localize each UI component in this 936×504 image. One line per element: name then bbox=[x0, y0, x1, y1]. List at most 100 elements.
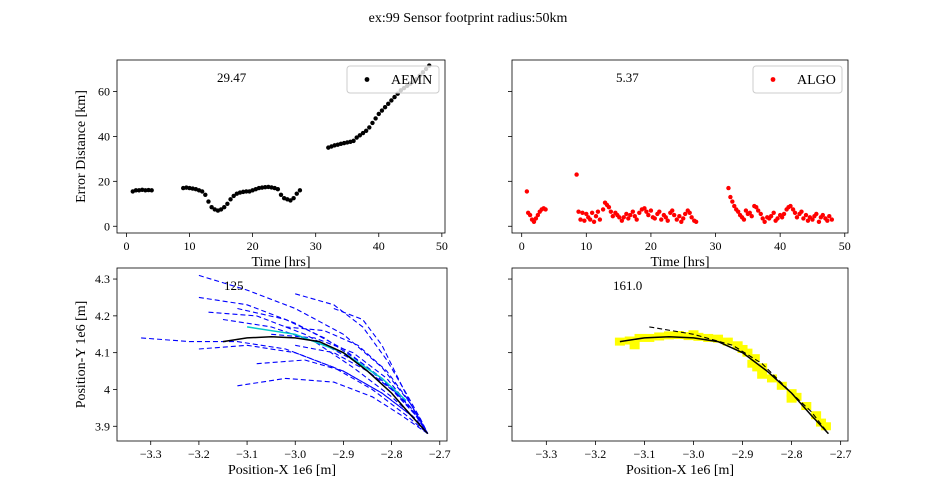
legend-label: AEMN bbox=[391, 73, 432, 88]
data-point bbox=[681, 216, 686, 221]
data-point bbox=[527, 212, 533, 218]
subplot-2: 0 10 20 30 40 50 Time [hrs] 5.37 ALGO bbox=[508, 59, 851, 270]
y-tick-label: 20 bbox=[98, 174, 110, 188]
data-point bbox=[294, 191, 299, 196]
subplot-4: −3.3 −3.2 −3.1 −3.0 −2.9 −2.8 −2.7 Position-X 1… bbox=[508, 267, 852, 478]
data-point bbox=[673, 330, 684, 339]
x-tick-label: 30 bbox=[710, 239, 722, 253]
annotation-value: 5.37 bbox=[616, 70, 639, 85]
subplot-1: 0 10 20 30 40 50 0 20 40 60 Time [hrs] Error Distan… bbox=[74, 59, 448, 270]
x-tick-label: 30 bbox=[310, 239, 322, 253]
plot-area bbox=[614, 326, 831, 435]
data-point bbox=[755, 208, 761, 213]
data-point bbox=[533, 216, 539, 221]
data-point bbox=[351, 138, 356, 144]
data-point bbox=[670, 208, 675, 213]
data-point bbox=[790, 207, 796, 212]
data-point bbox=[827, 213, 832, 219]
data-point bbox=[231, 193, 236, 199]
series-line-dashed bbox=[237, 307, 429, 434]
data-point bbox=[829, 217, 835, 222]
data-point bbox=[606, 204, 612, 210]
data-point bbox=[632, 213, 637, 219]
data-point bbox=[587, 217, 593, 222]
data-point bbox=[354, 135, 359, 140]
data-point bbox=[663, 215, 668, 220]
data-point bbox=[771, 210, 776, 215]
data-point bbox=[677, 213, 682, 219]
data-point bbox=[392, 94, 397, 100]
data-point bbox=[626, 216, 631, 221]
x-tick-label: −3.1 bbox=[236, 447, 258, 461]
data-point bbox=[687, 210, 692, 215]
y-axis-label: Position-Y 1e6 [m] bbox=[74, 301, 89, 409]
legend-label: ALGO bbox=[797, 73, 836, 88]
data-point bbox=[589, 210, 595, 215]
data-point bbox=[794, 215, 800, 220]
data-point bbox=[654, 332, 665, 341]
data-point bbox=[624, 211, 629, 217]
data-point bbox=[621, 215, 626, 220]
data-point bbox=[149, 188, 154, 193]
x-tick-label: 40 bbox=[774, 239, 786, 253]
data-point bbox=[389, 98, 394, 103]
data-point bbox=[781, 211, 787, 217]
data-point bbox=[363, 128, 369, 133]
data-point bbox=[608, 209, 614, 214]
series-line-dashed bbox=[141, 337, 429, 435]
data-point bbox=[747, 210, 752, 215]
x-tick-label: −2.9 bbox=[732, 447, 754, 461]
data-point bbox=[816, 219, 822, 224]
data-point bbox=[788, 203, 793, 209]
y-tick-label: 4.2 bbox=[95, 309, 110, 323]
subplot-3: −3.3 −3.2 −3.1 −3.0 −2.9 −2.8 −2.7 3.9 4 4.1 4.2 4.… bbox=[74, 267, 451, 478]
legend-frame bbox=[752, 65, 843, 94]
data-point bbox=[820, 422, 831, 431]
data-point bbox=[634, 217, 639, 222]
data-point bbox=[652, 216, 657, 221]
x-tick-label: −3.1 bbox=[634, 447, 656, 461]
data-point bbox=[786, 394, 797, 403]
data-point bbox=[758, 211, 763, 217]
x-tick-label: 40 bbox=[373, 239, 385, 253]
series-line-dashed bbox=[649, 326, 829, 434]
data-point bbox=[775, 216, 780, 221]
data-point bbox=[663, 331, 674, 340]
data-point bbox=[629, 341, 640, 350]
data-point bbox=[671, 212, 677, 218]
data-point bbox=[628, 212, 633, 218]
data-point bbox=[218, 207, 224, 212]
data-point bbox=[376, 111, 381, 117]
data-point bbox=[779, 215, 785, 220]
x-tick-label: −2.8 bbox=[781, 447, 803, 461]
data-point bbox=[741, 217, 747, 222]
data-point bbox=[275, 186, 281, 192]
data-point bbox=[584, 211, 589, 217]
data-point bbox=[730, 199, 735, 204]
y-tick-label: 40 bbox=[98, 129, 110, 143]
data-point bbox=[689, 215, 694, 220]
data-point bbox=[278, 192, 284, 198]
legend: ALGO bbox=[752, 65, 843, 94]
y-tick-label: 4.3 bbox=[95, 272, 110, 286]
data-point bbox=[291, 195, 296, 201]
data-point bbox=[379, 108, 385, 113]
data-point bbox=[370, 120, 375, 126]
data-point bbox=[288, 198, 293, 203]
data-point bbox=[228, 197, 233, 202]
data-point bbox=[297, 188, 303, 193]
data-point bbox=[766, 374, 777, 383]
x-tick-label: −3.3 bbox=[535, 447, 557, 461]
data-point bbox=[600, 207, 606, 212]
data-point bbox=[535, 212, 541, 218]
data-point bbox=[659, 217, 664, 222]
data-point bbox=[737, 344, 748, 353]
data-point bbox=[801, 216, 806, 221]
x-tick-label: 10 bbox=[580, 239, 592, 253]
x-tick-label: 0 bbox=[123, 239, 129, 253]
series-line bbox=[222, 336, 429, 435]
x-tick-label: 20 bbox=[645, 239, 657, 253]
y-tick-label: 0 bbox=[104, 219, 110, 233]
